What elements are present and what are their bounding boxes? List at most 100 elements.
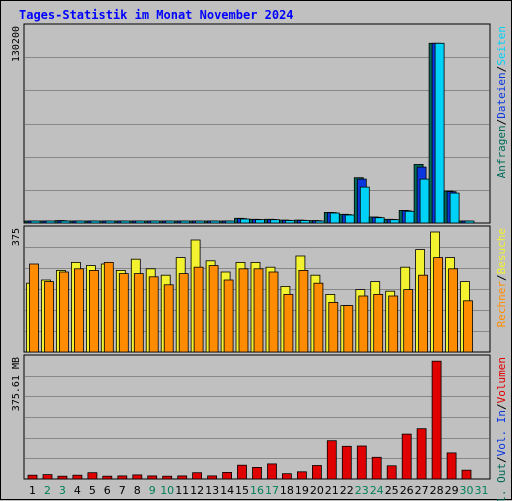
bar-rechner-day-1 (29, 263, 39, 353)
x-tick-label-day-9: 9 (149, 484, 156, 497)
bar-volumen-day-6 (102, 475, 113, 480)
legend-separator: / (495, 66, 508, 73)
legend-requests: Anfragen/Dateien/Seiten (495, 26, 508, 178)
bar-seiten-day-11 (180, 220, 191, 224)
legend-label-dateien: Dateien (495, 72, 508, 118)
legend-volume: Vol. Out/Vol. In/Volumen (495, 357, 508, 501)
bar-seiten-day-5 (90, 220, 101, 224)
bar-seiten-day-23 (359, 186, 370, 224)
bar-rechner-day-8 (133, 273, 144, 353)
bar-volumen-day-12 (192, 472, 203, 480)
legend-separator: / (495, 274, 508, 281)
legend-label-rechner: Rechner (495, 281, 508, 328)
bar-seiten-day-14 (225, 220, 236, 224)
bar-volumen-day-2 (42, 474, 53, 480)
bar-seiten-day-24 (374, 217, 385, 224)
bar-seiten-day-19 (299, 220, 310, 224)
bar-rechner-day-11 (178, 273, 189, 353)
bar-seiten-day-2 (45, 220, 56, 224)
bar-rechner-day-27 (418, 274, 429, 353)
bar-seiten-day-21 (329, 212, 340, 224)
y-tick-label: 375 (11, 228, 22, 246)
bar-rechner-day-20 (313, 282, 324, 353)
bar-volumen-day-5 (87, 472, 98, 480)
bar-volumen-day-13 (207, 475, 218, 480)
bar-volumen-day-16 (252, 466, 262, 480)
bar-volumen-day-1 (27, 474, 38, 480)
legend-label-vol-in: Vol. In (495, 410, 508, 456)
bar-volumen-day-29 (446, 452, 457, 480)
bar-seiten-day-25 (389, 219, 400, 224)
bar-volumen-day-24 (371, 456, 382, 480)
bar-rechner-day-29 (448, 268, 459, 353)
bar-volumen-day-19 (296, 471, 307, 480)
bar-rechner-day-5 (89, 269, 99, 353)
x-tick-label-day-30: 30 (460, 484, 474, 497)
x-tick-label-day-11: 11 (175, 484, 189, 497)
bar-rechner-day-15 (238, 268, 249, 353)
bar-rechner-day-23 (358, 295, 369, 353)
x-tick-label-day-28: 28 (430, 484, 444, 497)
bar-seiten-day-13 (210, 220, 221, 224)
x-tick-label-day-4: 4 (74, 484, 81, 497)
bar-seiten-day-18 (284, 220, 295, 224)
legend-label-volumen: Volumen (495, 357, 508, 403)
x-tick-label-day-18: 18 (280, 484, 294, 497)
bar-rechner-day-17 (268, 271, 279, 353)
legend-label-besuche: Besuche (495, 228, 508, 274)
bar-rechner-day-28 (433, 257, 444, 353)
bar-seiten-day-29 (449, 192, 460, 224)
bar-rechner-day-26 (403, 289, 414, 353)
bar-seiten-day-1 (30, 220, 41, 224)
bar-rechner-day-22 (343, 305, 354, 353)
bar-rechner-day-16 (253, 268, 264, 353)
bar-rechner-day-3 (59, 271, 69, 353)
bar-seiten-day-17 (270, 219, 280, 224)
bar-volumen-day-28 (431, 360, 442, 480)
bar-volumen-day-15 (237, 464, 247, 480)
bar-rechner-day-24 (373, 293, 384, 353)
bar-seiten-day-20 (314, 220, 325, 224)
bar-volumen-day-22 (341, 445, 352, 480)
bar-seiten-day-8 (135, 220, 146, 224)
bar-rechner-day-25 (388, 295, 399, 353)
bar-volumen-day-3 (57, 475, 68, 480)
bar-volumen-day-23 (356, 445, 367, 480)
x-tick-label-day-3: 3 (59, 484, 66, 497)
bar-rechner-day-2 (44, 281, 54, 353)
x-tick-label-day-10: 10 (160, 484, 174, 497)
x-tick-label-day-25: 25 (385, 484, 399, 497)
bar-volumen-day-7 (117, 475, 128, 480)
bar-rechner-day-18 (283, 293, 294, 353)
y-tick-label: 375.61 MB (11, 357, 22, 411)
bar-seiten-day-27 (419, 178, 430, 224)
x-tick-label-day-29: 29 (445, 484, 459, 497)
x-tick-label-day-1: 1 (29, 484, 36, 497)
bar-volumen-day-18 (281, 473, 292, 480)
x-tick-label-day-13: 13 (205, 484, 219, 497)
bar-volumen-day-4 (72, 474, 83, 480)
legend-label-anfragen: Anfragen (495, 125, 508, 178)
bar-seiten-day-22 (344, 214, 355, 224)
legend-separator: / (495, 456, 508, 463)
bar-rechner-day-21 (328, 301, 339, 353)
bar-volumen-day-9 (147, 475, 158, 480)
legend-separator: / (495, 403, 508, 410)
x-tick-label-day-6: 6 (104, 484, 111, 497)
bar-seiten-day-15 (240, 218, 250, 224)
x-tick-label-day-19: 19 (295, 484, 309, 497)
bar-volumen-day-27 (416, 428, 427, 480)
legend-label-seiten: Seiten (495, 26, 508, 66)
bar-rechner-day-14 (223, 279, 234, 353)
bar-rechner-day-6 (103, 261, 114, 353)
bar-rechner-day-7 (118, 273, 129, 353)
x-tick-label-day-14: 14 (220, 484, 234, 497)
bar-volumen-day-10 (162, 475, 173, 480)
bar-volumen-day-25 (386, 465, 397, 480)
x-tick-label-day-24: 24 (370, 484, 384, 497)
bar-seiten-day-9 (150, 220, 161, 224)
bar-volumen-day-11 (177, 475, 188, 480)
bar-seiten-day-10 (165, 220, 176, 224)
panel-volume: 375.61 MB Vol. Out/Vol. In/Volumen (11, 354, 508, 501)
